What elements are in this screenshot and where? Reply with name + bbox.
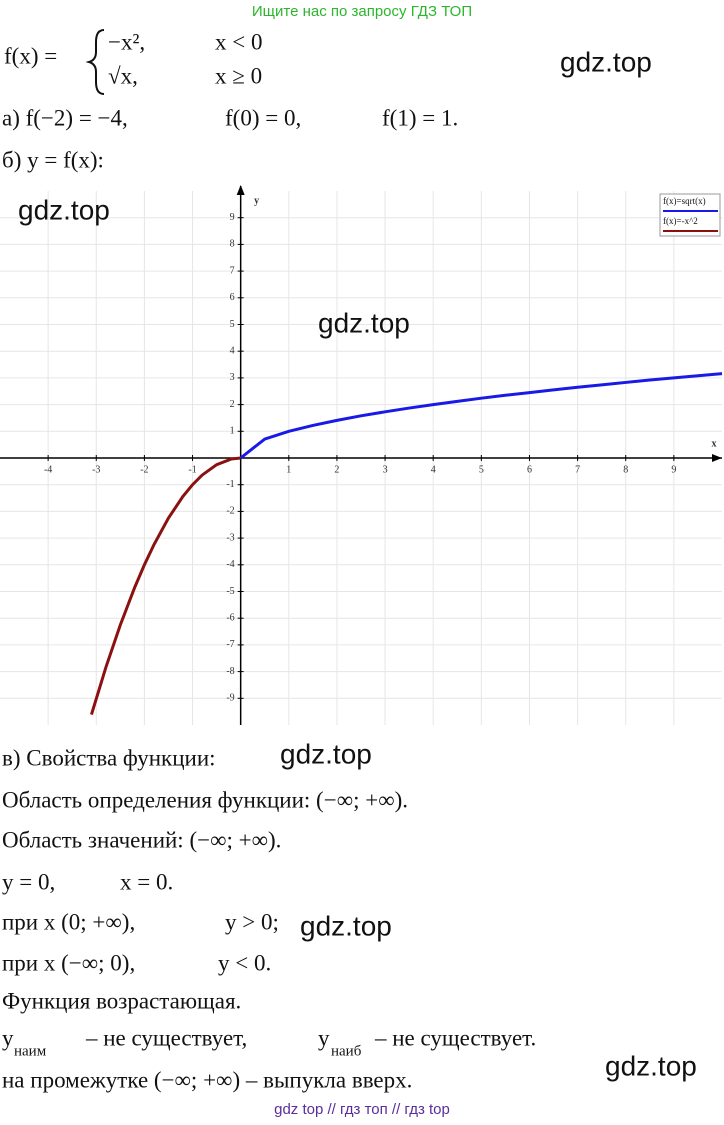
y-arrow [236,185,245,195]
sub: наим [14,1043,47,1059]
header: Ищите нас по запросу ГДЗ ТОП [252,3,472,20]
y-tick-label: -3 [226,532,234,543]
line: Функция возрастающая. [2,988,241,1013]
line: y > 0; [225,909,279,934]
legend-label: f(x)=-x^2 [663,216,698,226]
line: при x (0; +∞), [2,909,135,934]
y-tick-label: 4 [230,345,235,356]
y-tick-label: 9 [230,212,235,223]
y-tick-label: 8 [230,239,235,250]
line: Область определения функции: (−∞; +∞). [2,787,408,812]
y-tick-label: -5 [226,586,234,597]
x-tick-label: -1 [188,464,196,475]
line [90,456,241,716]
y-tick-label: 3 [230,372,235,383]
y-tick-label: -2 [226,506,234,517]
x-tick-label: 4 [431,464,436,475]
y-axis-label: y [254,195,259,206]
x-tick-label: -4 [44,464,52,475]
answer: f(1) = 1. [382,105,458,130]
y-tick-label: -4 [226,559,234,570]
x-axis-label: x [712,438,717,449]
y-tick-label: -9 [226,693,234,704]
y-tick-label: -7 [226,639,234,650]
x-tick-label: 7 [575,464,580,475]
watermark: gdz.top [318,307,410,338]
y-tick-label: 7 [230,265,235,276]
case-expr: −x², [108,29,145,54]
line: y < 0. [218,950,271,975]
answer: f(0) = 0, [225,105,301,130]
case-cond: x < 0 [215,29,262,54]
answer: б) y = f(x): [2,147,104,172]
line: x = 0. [120,869,173,894]
x-tick-label: 5 [479,464,484,475]
y-tick-label: 2 [230,399,235,410]
watermark: gdz.top [300,910,392,941]
footer: gdz top // гдз топ // гдз top [274,1101,450,1118]
line: y = 0, [2,869,55,894]
line: на промежутке (−∞; +∞) – выпукла вверх. [2,1067,412,1092]
y-tick-label: -6 [226,612,234,623]
y-tick-label: -1 [226,479,234,490]
y-tick-label: 1 [230,426,235,437]
x-tick-label: 8 [623,464,628,475]
line: – не существует. [374,1025,536,1050]
y-tick-label: -8 [226,666,234,677]
x-tick-label: 9 [671,464,676,475]
y-tick-label: 6 [230,292,235,303]
y-tick-label: 5 [230,319,235,330]
line: y [2,1025,14,1050]
formula-lhs: f(x) = [4,43,57,68]
line: – не существует, [85,1025,247,1050]
line: Область значений: (−∞; +∞). [2,827,281,852]
case-cond: x ≥ 0 [215,63,262,88]
line [239,372,723,460]
legend-box [659,193,721,237]
x-tick-label: 3 [383,464,388,475]
x-tick-label: -3 [92,464,100,475]
brace [85,29,105,95]
x-tick-label: 1 [286,464,291,475]
line: в) Свойства функции: [2,745,216,770]
sub: наиб [331,1043,362,1059]
watermark: gdz.top [280,738,372,769]
watermark: gdz.top [560,46,652,77]
x-tick-label: 2 [334,464,339,475]
legend-label: f(x)=sqrt(x) [663,196,706,206]
watermark: gdz.top [605,1050,697,1081]
watermark: gdz.top [18,194,110,225]
case-expr: √x, [108,63,138,88]
answer: а) f(−2) = −4, [2,105,128,130]
x-arrow [712,454,722,462]
x-tick-label: -2 [140,464,148,475]
line: y [318,1025,330,1050]
line: при x (−∞; 0), [2,950,135,975]
x-tick-label: 6 [527,464,532,475]
